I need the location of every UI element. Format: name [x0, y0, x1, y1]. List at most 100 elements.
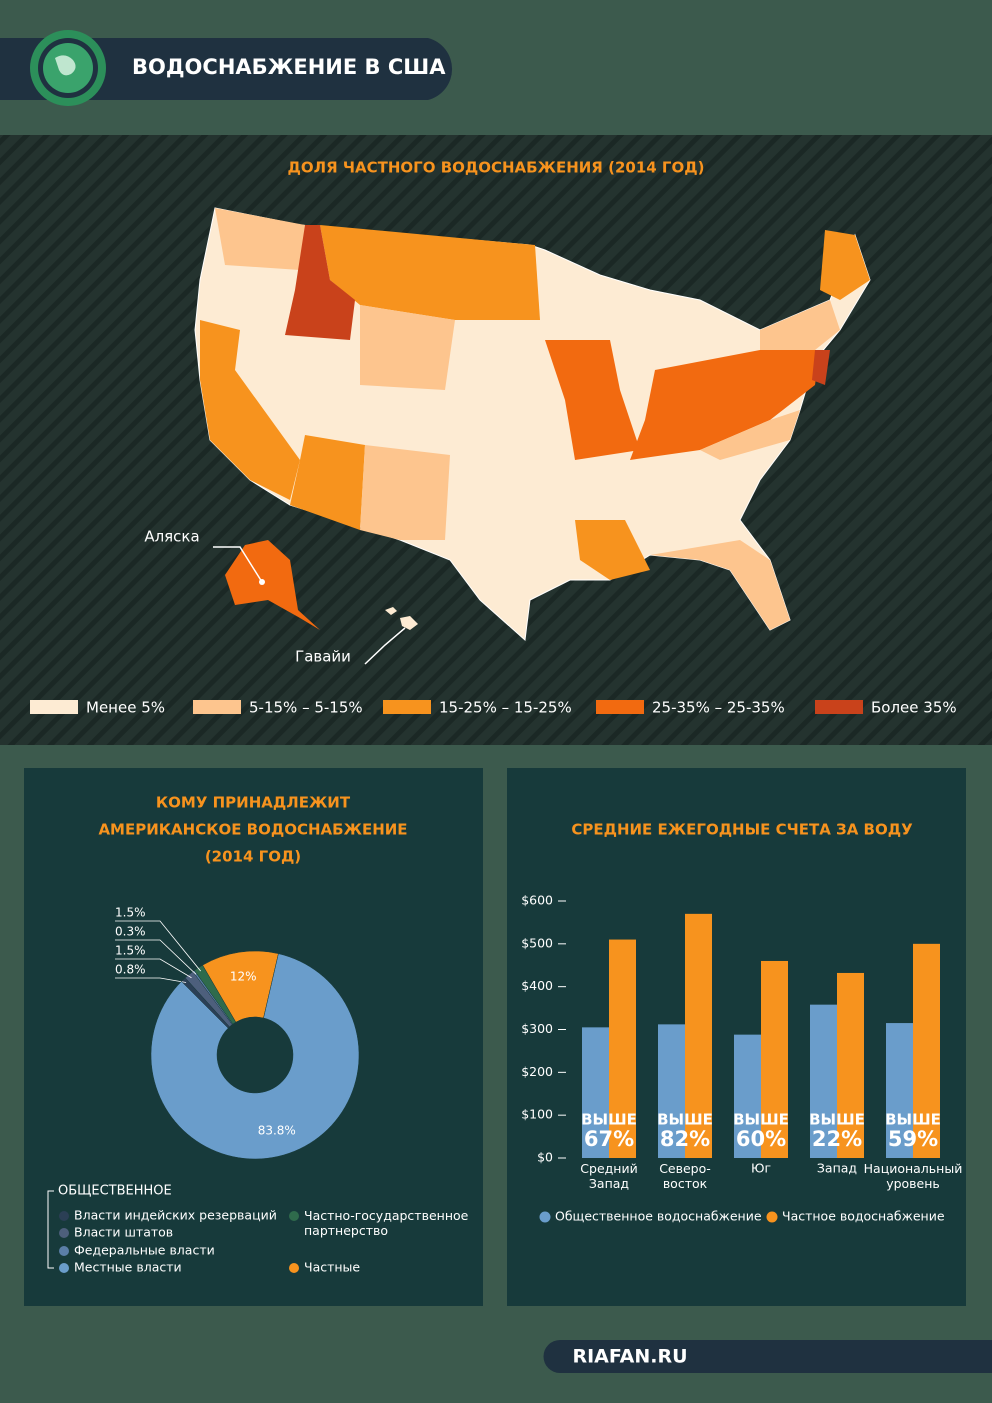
- annotation-label: ВЫШЕ: [809, 1111, 865, 1129]
- y-tick-label: $100: [521, 1107, 553, 1122]
- state-region: [215, 208, 305, 270]
- header-bar: [0, 38, 453, 100]
- legend-label: Власти штатов: [74, 1225, 173, 1240]
- annotation-value: 22%: [812, 1127, 862, 1151]
- logo-land: [55, 55, 76, 76]
- alaska-leader: [213, 546, 263, 583]
- legend-label: Власти индейских резерваций: [74, 1208, 277, 1223]
- legend-label: Более 35%: [871, 699, 957, 717]
- legend-label: Федеральные власти: [74, 1243, 215, 1258]
- state-region: [760, 300, 840, 350]
- slice-label: 1.5%: [115, 944, 146, 958]
- bar: [837, 972, 864, 1158]
- state-region: [360, 305, 455, 390]
- x-tick-label: Запад: [817, 1161, 857, 1176]
- state-region: [575, 520, 650, 580]
- legend-label: Общественное водоснабжение: [555, 1209, 762, 1224]
- header-title: ВОДОСНАБЖЕНИЕ В США: [132, 55, 446, 79]
- legend-label: 5-15% – 5-15%: [249, 699, 363, 717]
- state-region: [650, 540, 790, 630]
- leader-line: [115, 939, 197, 975]
- map-annotation: Гавайи: [295, 648, 351, 666]
- annotation-value: 82%: [660, 1127, 710, 1151]
- bar: [685, 913, 712, 1158]
- state-region: [360, 445, 450, 540]
- legend-marker: [539, 1211, 551, 1223]
- legend-marker: [59, 1228, 69, 1238]
- legend-marker: [59, 1263, 69, 1273]
- slice-label: 83.8%: [258, 1123, 296, 1137]
- legend-swatch: [815, 700, 863, 714]
- leader-line: [115, 958, 192, 979]
- ownership-panel: [24, 768, 483, 1306]
- bar: [734, 1034, 761, 1158]
- annotation-label: ВЫШЕ: [885, 1111, 941, 1129]
- us-map: Аляска Гавайи: [144, 207, 871, 666]
- annotation-value: 60%: [736, 1127, 786, 1151]
- slice-label: 0.3%: [115, 925, 146, 939]
- leader-line: [115, 920, 201, 972]
- state-region: [545, 340, 640, 460]
- bar: [609, 939, 636, 1158]
- leader-line: [115, 977, 187, 983]
- x-tick-label: Средний Запад: [580, 1161, 637, 1191]
- y-tick-label: $500: [521, 935, 553, 950]
- annotation-label: ВЫШЕ: [657, 1111, 713, 1129]
- annotation-label: ВЫШЕ: [581, 1111, 637, 1129]
- bar: [886, 1023, 913, 1158]
- legend-marker: [59, 1211, 69, 1221]
- y-tick-label: $300: [521, 1021, 553, 1036]
- annotation-value: 59%: [888, 1127, 938, 1151]
- legend-marker: [59, 1246, 69, 1256]
- legend-swatch: [596, 700, 644, 714]
- state-region: [700, 410, 800, 460]
- x-tick-label: Северо-восток: [659, 1161, 711, 1191]
- bar: [582, 1027, 609, 1158]
- bar: [810, 1004, 837, 1158]
- footer-text: RIAFAN.RU: [572, 1346, 687, 1368]
- chart-title: АМЕРИКАНСКОЕ ВОДОСНАБЖЕНИЕ: [98, 821, 407, 839]
- state-region: [285, 225, 355, 340]
- legend-label: Местные власти: [74, 1260, 182, 1275]
- y-tick-label: $400: [521, 978, 553, 993]
- state-region: [320, 225, 540, 320]
- state-region: [290, 435, 365, 530]
- y-tick-label: $600: [521, 893, 553, 908]
- map-annotation: Аляска: [144, 528, 199, 546]
- legend-label: Частное водоснабжение: [782, 1209, 945, 1224]
- legend-marker: [289, 1211, 299, 1221]
- map-title: ДОЛЯ ЧАСТНОГО ВОДОСНАБЖЕНИЯ (2014 ГОД): [288, 159, 705, 177]
- legend-label: Менее 5%: [86, 699, 165, 717]
- bar: [658, 1024, 685, 1158]
- bar: [913, 943, 940, 1158]
- annotation-label: ВЫШЕ: [733, 1111, 789, 1129]
- legend-swatch: [383, 700, 431, 714]
- x-tick-label: Юг: [751, 1161, 771, 1176]
- legend-title: ОБЩЕСТВЕННОЕ: [58, 1184, 172, 1199]
- state-region: [820, 230, 870, 300]
- legend-bracket: [47, 1190, 54, 1269]
- legend-swatch: [30, 700, 78, 714]
- legend-marker: [289, 1263, 299, 1273]
- slice-label: 0.8%: [115, 963, 146, 977]
- chart-title: СРЕДНИЕ ЕЖЕГОДНЫЕ СЧЕТА ЗА ВОДУ: [571, 821, 913, 839]
- chart-title: (2014 ГОД): [205, 848, 301, 866]
- state-region: [812, 350, 830, 385]
- hawaii-leader: [364, 627, 406, 665]
- y-tick-label: $200: [521, 1064, 553, 1079]
- annotation-value: 67%: [584, 1127, 634, 1151]
- slice-label: 12%: [230, 969, 257, 983]
- legend-swatch: [193, 700, 241, 714]
- legend-label: Частные: [304, 1260, 360, 1275]
- state-region: [200, 320, 300, 500]
- y-tick-label: $0: [537, 1150, 553, 1165]
- hawaii: [385, 607, 418, 630]
- chart-title: КОМУ ПРИНАДЛЕЖИТ: [156, 794, 351, 812]
- legend-label: 15-25% – 15-25%: [439, 699, 572, 717]
- footer-bar: [543, 1340, 992, 1373]
- legend-label: 25-35% – 25-35%: [652, 699, 785, 717]
- legend-marker: [766, 1211, 778, 1223]
- slice-label: 1.5%: [115, 906, 146, 920]
- state-region: [630, 350, 820, 460]
